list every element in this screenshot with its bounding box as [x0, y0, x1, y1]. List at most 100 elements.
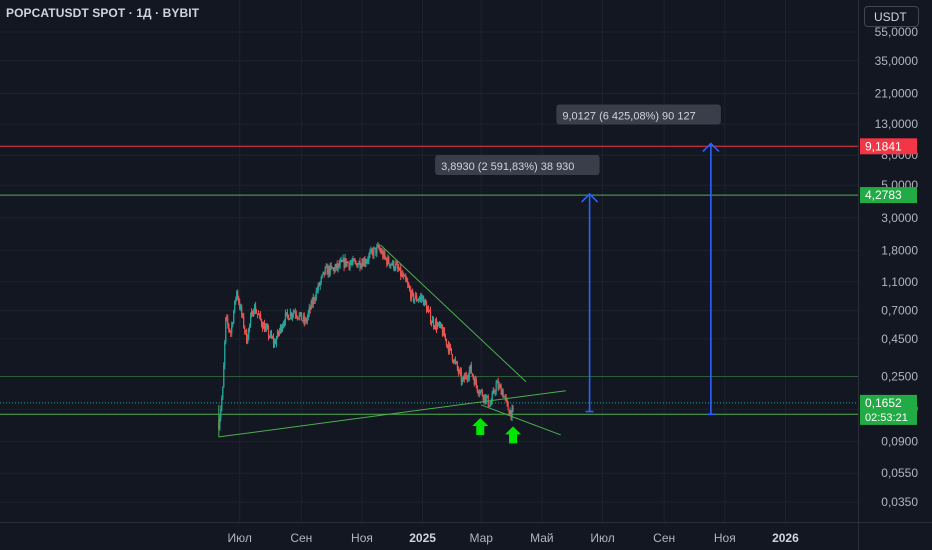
candle-body [375, 247, 377, 254]
measure-label-bg [435, 155, 600, 176]
candle-body [414, 298, 416, 302]
candle-body [235, 299, 237, 301]
candle-body [348, 262, 350, 268]
candle-body [419, 298, 421, 300]
currency-button[interactable]: USDT [864, 6, 919, 27]
candle-body [244, 327, 246, 332]
candle-body [448, 345, 451, 352]
candle-body [248, 328, 250, 339]
candle-body [454, 359, 457, 362]
candle-body [289, 312, 291, 319]
candle-body [441, 328, 444, 336]
trendlines [218, 244, 566, 438]
current-price-bg [860, 394, 917, 425]
green-up-arrow-icon [505, 426, 522, 444]
candle-body [407, 282, 409, 285]
candle-body [463, 376, 465, 380]
candle-body [308, 307, 310, 313]
candle-body [432, 319, 435, 327]
candle-body [471, 373, 473, 376]
candle-body [254, 305, 256, 312]
candle-body [256, 313, 259, 315]
candle-body [452, 360, 455, 363]
candle-body [269, 333, 272, 337]
candle-body [423, 299, 426, 306]
candle-body [327, 267, 329, 275]
candle-body [223, 365, 225, 388]
candle-body [292, 312, 294, 315]
candle-body [430, 322, 433, 324]
green-arrows [472, 418, 522, 444]
price-tick-label: 1,8000 [881, 243, 918, 257]
candle-body [366, 260, 368, 263]
candle-body [402, 273, 404, 277]
candle-body [347, 261, 349, 263]
candle-body [379, 247, 381, 250]
candle-body [493, 390, 495, 393]
candle-body [243, 315, 245, 328]
candle-body [494, 391, 496, 393]
candle-body [342, 258, 344, 262]
candle-body [511, 408, 513, 418]
candle-body [488, 405, 490, 407]
candle-body [246, 330, 248, 344]
candle-body [283, 322, 286, 324]
candle-body [337, 263, 339, 269]
candle-body [326, 266, 328, 275]
candle-body [358, 261, 360, 265]
price-axis: 55,000035,000021,000013,00008,00005,0000… [875, 25, 919, 509]
candle-body [305, 319, 307, 322]
candle-body [237, 291, 239, 299]
candle-body [247, 338, 249, 344]
candle-body [249, 323, 251, 329]
candle-body [229, 328, 231, 332]
candle-body [330, 265, 332, 267]
candle-body [352, 259, 354, 263]
candle-body [398, 268, 400, 271]
candle-body [495, 383, 497, 392]
measure-arrow-head [702, 142, 720, 153]
symbol-title: POPCATUSDT SPOT · 1Д · BYBIT [6, 6, 200, 20]
candle-body [408, 284, 410, 288]
candle-body [440, 323, 443, 329]
candle-body [482, 395, 484, 400]
candle-body [438, 322, 441, 326]
candle-body [363, 259, 365, 267]
candle-body [484, 394, 486, 402]
price-tick-label: 0,0900 [881, 435, 918, 449]
candle-body [279, 325, 282, 331]
candle-body [461, 379, 463, 382]
candle-body [425, 304, 428, 312]
candle-body [355, 261, 357, 264]
candle-body [335, 263, 337, 268]
candle-body [512, 408, 514, 410]
candle-body [485, 397, 487, 402]
candle-body [506, 399, 508, 403]
candle-body [377, 245, 379, 247]
candle-body [266, 326, 269, 328]
candle-body [367, 260, 369, 262]
candle-body [364, 259, 366, 264]
candle-body [318, 283, 320, 286]
candle-body [264, 327, 267, 332]
candle-body [437, 322, 440, 325]
candle-body [322, 271, 324, 275]
time-tick-label: Июл [228, 531, 252, 545]
candle-body [498, 385, 500, 389]
candle-body [500, 385, 502, 395]
candle-body [230, 331, 232, 333]
candle-body [332, 268, 334, 270]
candle-body [491, 393, 493, 402]
candle-body [336, 263, 338, 269]
candles [218, 241, 514, 431]
candle-body [294, 311, 296, 315]
measure-label: 9,0127 (6 425,08%) 90 127 [562, 110, 695, 122]
candle-body [410, 289, 412, 299]
candle-body [311, 301, 313, 305]
candle-body [333, 268, 335, 272]
candle-body [324, 267, 326, 275]
candle-body [369, 252, 371, 255]
candle-body [469, 364, 471, 371]
